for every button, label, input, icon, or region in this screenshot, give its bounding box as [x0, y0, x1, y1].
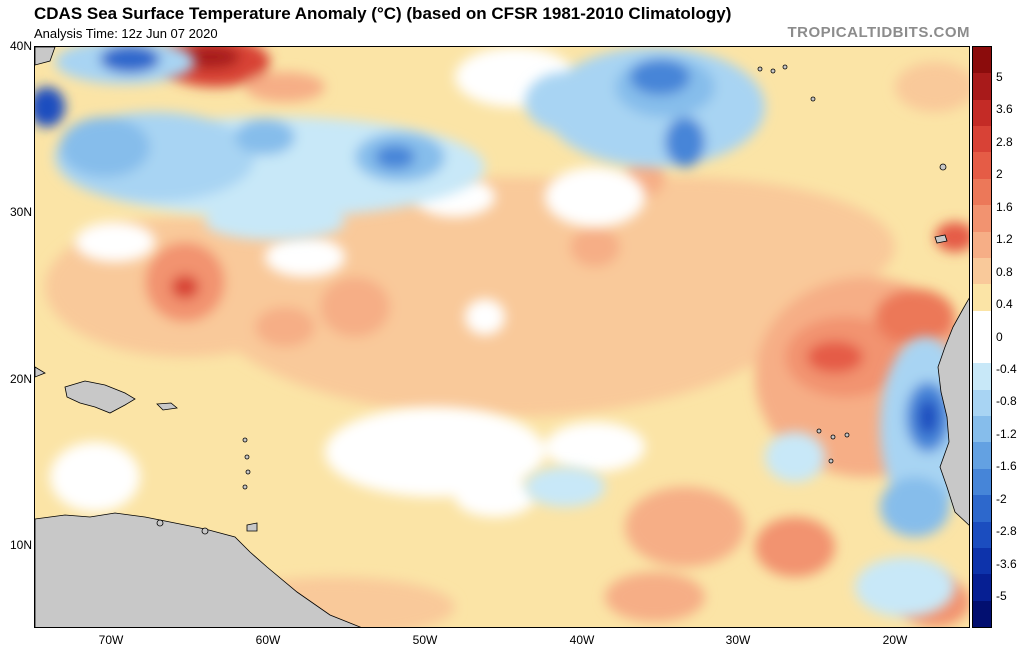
- hispaniola-land: [64, 380, 136, 414]
- puerto-rico-land: [156, 402, 178, 411]
- colorbar-segment: [973, 337, 991, 364]
- colorbar-label: -0.4: [996, 361, 1017, 376]
- south-america-land: [35, 512, 362, 627]
- colorbar-label: -0.8: [996, 394, 1017, 409]
- colorbar-segment: [973, 152, 991, 180]
- canary-islands-land: [934, 234, 948, 244]
- analysis-time: Analysis Time: 12z Jun 07 2020: [34, 26, 218, 41]
- lat-label-40n: 40N: [9, 39, 32, 53]
- colorbar-segment: [973, 468, 991, 496]
- lon-label-40w: 40W: [569, 633, 595, 647]
- colorbar-segment: [973, 574, 991, 602]
- colorbar-label: 0.8: [996, 264, 1013, 279]
- iberia-edge-land: [35, 47, 56, 66]
- colorbar-segment: [973, 126, 991, 153]
- colorbar-segment: [973, 257, 991, 285]
- colorbar-segment: [973, 310, 991, 338]
- colorbar-label: 5: [996, 70, 1003, 84]
- colorbar-segment: [973, 547, 991, 575]
- lon-label-30w: 30W: [725, 633, 751, 647]
- colorbar-segment: [973, 416, 991, 443]
- colorbar-label: 1.6: [996, 199, 1013, 214]
- colorbar-label: 0: [996, 329, 1003, 344]
- colorbar-segment: [973, 73, 991, 101]
- colorbar-segment: [973, 205, 991, 233]
- lon-label-20w: 20W: [882, 633, 908, 647]
- map-canvas: [35, 47, 969, 627]
- colorbar-label: -2.8: [996, 524, 1017, 539]
- cuba-edge-land: [35, 366, 46, 378]
- colorbar-label: 1.2: [996, 232, 1013, 247]
- colorbar-segment: [973, 231, 991, 259]
- colorbar-label: 0.4: [996, 297, 1013, 312]
- lat-label-20n: 20N: [9, 372, 32, 386]
- colorbar-label: -1.2: [996, 426, 1017, 441]
- brand-watermark: TROPICALTIDBITS.COM: [787, 24, 970, 41]
- lon-label-70w: 70W: [98, 633, 124, 647]
- colorbar-label: 2.8: [996, 134, 1013, 149]
- colorbar-label: 3.6: [996, 102, 1013, 117]
- colorbar-label: 2: [996, 167, 1003, 182]
- neutral-white-areas: [50, 47, 645, 517]
- colorbar-segment: [973, 284, 991, 312]
- trinidad-land: [246, 522, 258, 532]
- colorbar-label: -1.6: [996, 459, 1017, 474]
- colorbar: [972, 46, 992, 628]
- lon-label-60w: 60W: [255, 633, 281, 647]
- land-masses: [35, 47, 969, 627]
- colorbar-label: -5: [996, 589, 1007, 603]
- colorbar-segment: [973, 600, 991, 628]
- colorbar-segment: [973, 495, 991, 523]
- colorbar-label: -2: [996, 491, 1007, 506]
- map-title: CDAS Sea Surface Temperature Anomaly (°C…: [34, 4, 732, 23]
- sst-anomaly-map: [34, 46, 970, 628]
- cool-anomalies: [35, 47, 969, 617]
- colorbar-label: -3.6: [996, 556, 1017, 571]
- colorbar-segment: [973, 99, 991, 127]
- lat-label-30n: 30N: [9, 205, 32, 219]
- colorbar-segment: [973, 363, 991, 391]
- colorbar-segment: [973, 389, 991, 417]
- lon-label-50w: 50W: [412, 633, 438, 647]
- colorbar-segment: [973, 521, 991, 549]
- lat-label-10n: 10N: [9, 538, 32, 552]
- colorbar-segment: [973, 178, 991, 206]
- colorbar-segment: [973, 442, 991, 470]
- small-islands: [156, 64, 947, 535]
- west-africa-land: [937, 297, 969, 526]
- colorbar-segment: [973, 47, 991, 74]
